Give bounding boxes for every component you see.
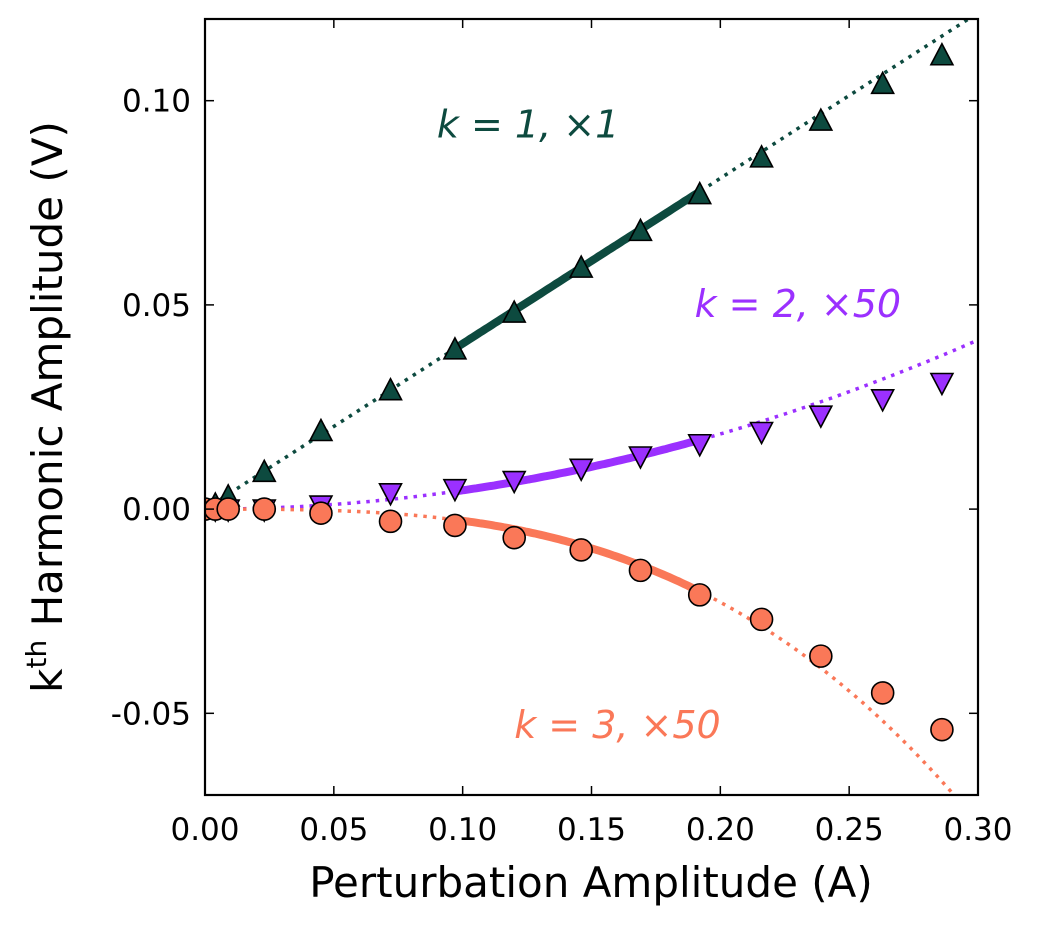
point-k-3-50 [378,509,403,534]
point-k-2-50 [929,372,955,397]
x-tick-label: 0.15 [557,812,626,848]
x-tick-label: 0.20 [686,812,755,848]
point-k-2-50 [808,405,834,429]
y-axis-label: kth Harmonic Amplitude (V) [20,121,72,693]
point-k-3-50 [443,513,467,538]
point-k-1-1 [687,180,713,205]
x-tick-label: 0.00 [170,812,239,848]
point-k-1-1 [308,417,334,442]
point-k-2-50 [749,421,774,446]
x-tick-label: 0.10 [428,812,497,848]
point-k-3-50 [216,497,240,521]
point-k-1-1 [251,458,277,483]
point-k-3-50 [749,607,774,632]
point-k-2-50 [568,458,594,482]
point-k-1-1 [378,376,403,401]
y-tick-label: 0.00 [122,492,191,528]
y-tick-label: -0.05 [111,696,191,732]
point-k-1-1 [749,144,774,168]
point-k-2-50 [687,433,713,458]
series-label-k-2-50: k = 2, ×50 [695,282,902,326]
point-k-1-1 [501,299,527,323]
x-tick-label: 0.25 [815,812,884,848]
point-k-3-50 [309,501,333,525]
x-tick-label: 0.30 [943,812,1012,848]
point-k-1-1 [808,107,834,131]
point-k-3-50 [870,681,895,705]
y-tick-label: 0.10 [122,84,191,120]
point-k-3-50 [628,558,653,583]
y-axis-label-k: k [23,668,72,693]
x-axis: 0.00 0.05 0.10 0.15 0.20 0.25 0.30 [170,19,1013,848]
point-k-3-50 [502,525,527,550]
point-k-2-50 [442,478,468,503]
plot-background [205,19,978,795]
point-k-3-50 [569,538,593,562]
point-k-2-50 [501,470,527,495]
point-k-3-50 [252,497,277,521]
point-k-2-50 [628,446,653,470]
y-axis-label-rest: Harmonic Amplitude (V) [23,121,72,640]
x-axis-label: Perturbation Amplitude (A) [309,858,873,907]
point-k-1-1 [628,217,653,242]
point-k-1-1 [870,70,895,95]
series-label-k-3-50: k = 3, ×50 [514,703,721,747]
y-tick-label: 0.05 [122,288,191,324]
x-tick-label: 0.05 [299,812,368,848]
data-markers [205,42,955,742]
y-axis-label-superscript: th [20,640,53,669]
point-k-1-1 [442,336,468,360]
series-annotations: k = 1, ×1 k = 2, ×50 k = 3, ×50 [437,102,901,746]
point-k-3-50 [930,717,954,742]
point-k-1-1 [568,254,594,278]
point-k-2-50 [870,389,895,413]
point-k-1-1 [929,42,955,66]
series-label-k-1-1: k = 1, ×1 [437,102,619,146]
point-k-3-50 [809,644,833,668]
point-k-2-50 [378,482,403,507]
point-k-3-50 [687,583,712,607]
y-axis: -0.05 0.00 0.05 0.10 [111,84,978,732]
